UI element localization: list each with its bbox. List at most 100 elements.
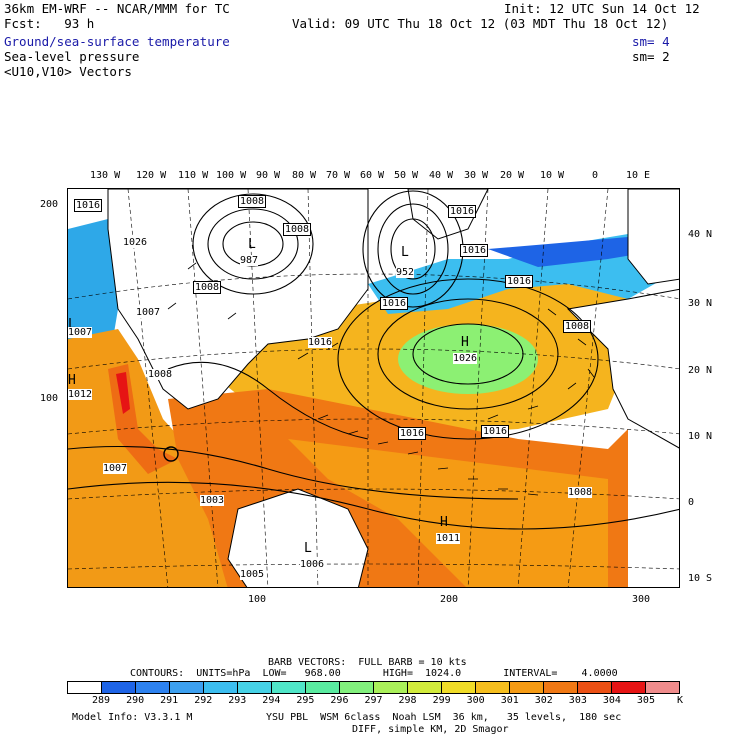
contour-label: 1016: [460, 244, 489, 257]
colorbar-label: 294: [262, 695, 281, 706]
colorbar-swatch: [238, 682, 272, 693]
colorbar-label: 304: [602, 695, 621, 706]
colorbar-swatch: [578, 682, 612, 693]
colorbar-swatch: [544, 682, 578, 693]
low-pressure-center: L: [401, 245, 409, 260]
colorbar-swatch: [306, 682, 340, 693]
storm-marker: [163, 446, 179, 462]
north-america-land: [107, 189, 369, 410]
x-tick-label: 200: [440, 594, 459, 605]
colorbar-swatch: [68, 682, 102, 693]
center-value: 952: [396, 267, 415, 278]
y-tick-label: 100: [40, 393, 59, 404]
north-atlantic-cold-water: [488, 234, 668, 267]
contour-label: 1016: [448, 205, 477, 218]
colorbar: [67, 681, 680, 694]
graticule: [68, 189, 679, 587]
colorbar-swatch: [612, 682, 646, 693]
diffusion-info: DIFF, simple KM, 2D Smagor: [352, 724, 509, 735]
valid-time: Valid: 09 UTC Thu 18 Oct 12 (03 MDT Thu …: [292, 16, 669, 31]
colorbar-swatch: [374, 682, 408, 693]
lat-label: 0: [688, 497, 695, 508]
high-pressure-center: H: [440, 515, 448, 530]
colorbar-label: 302: [534, 695, 553, 706]
high-pressure-center: H: [461, 335, 469, 350]
colorbar-swatch: [204, 682, 238, 693]
lon-label: 70 W: [326, 170, 351, 181]
barb-legend: BARB VECTORS: FULL BARB = 10 kts: [268, 657, 467, 668]
colorbar-label: 297: [364, 695, 383, 706]
x-tick-label: 100: [248, 594, 267, 605]
contour-label: 1008: [568, 487, 593, 498]
lon-label: 30 W: [464, 170, 489, 181]
lon-label: 50 W: [394, 170, 419, 181]
lon-label: 0: [592, 170, 599, 181]
colorbar-swatch: [476, 682, 510, 693]
model-title: 36km EM-WRF -- NCAR/MMM for TC: [4, 1, 230, 16]
lon-label: 90 W: [256, 170, 281, 181]
colorbar-label: 296: [330, 695, 349, 706]
colorbar-swatch: [136, 682, 170, 693]
lon-label: 10 E: [626, 170, 651, 181]
y-tick-label: 200: [40, 199, 59, 210]
x-tick-label: 300: [632, 594, 651, 605]
colorbar-label: 289: [92, 695, 111, 706]
lon-label: 80 W: [292, 170, 317, 181]
colorbar-label: 299: [432, 695, 451, 706]
low-pressure-center: L: [68, 317, 76, 332]
lon-label: 60 W: [360, 170, 385, 181]
lon-label: 10 W: [540, 170, 565, 181]
contour-label: 1007: [103, 463, 128, 474]
africa-land: [566, 288, 679, 449]
contour-label: 1003: [200, 495, 225, 506]
contour-label: 1016: [380, 297, 409, 310]
colorbar-swatch: [510, 682, 544, 693]
contour-label: 1008: [238, 195, 267, 208]
forecast-hour: Fcst: 93 h: [4, 16, 95, 31]
colorbar-label: 290: [126, 695, 145, 706]
lon-label: 100 W: [216, 170, 247, 181]
contour-label: 1008: [283, 223, 312, 236]
colorbar-label: 301: [500, 695, 519, 706]
center-value: 987: [240, 255, 259, 266]
colorbar-label: 295: [296, 695, 315, 706]
lat-label: 40 N: [688, 229, 713, 240]
low-pressure-center: L: [248, 237, 256, 252]
colorbar-label: 300: [466, 695, 485, 706]
center-value: 1007: [68, 327, 93, 338]
lon-label: 120 W: [136, 170, 167, 181]
weather-map: 1016 1008 1008 1008 1016 1016 1016 1016 …: [67, 188, 680, 588]
lon-label: 20 W: [500, 170, 525, 181]
colorbar-swatch: [442, 682, 476, 693]
contour-label: 1008: [563, 320, 592, 333]
south-america-land: [227, 488, 369, 587]
lat-label: 10 N: [688, 431, 713, 442]
colorbar-label: 292: [194, 695, 213, 706]
lon-label: 40 W: [429, 170, 454, 181]
colorbar-label: 298: [398, 695, 417, 706]
lat-label: 10 S: [688, 573, 713, 584]
center-value: 1012: [68, 389, 93, 400]
colorbar-swatch: [102, 682, 136, 693]
field-2-name: Sea-level pressure: [4, 49, 140, 64]
colorbar-swatch: [170, 682, 204, 693]
contour-label: 1007: [136, 307, 161, 318]
contour-label: 1016: [74, 199, 103, 212]
contour-label: 1016: [481, 425, 510, 438]
model-info: Model Info: V3.3.1 M: [72, 712, 193, 723]
contour-label: 1016: [505, 275, 534, 288]
colorbar-swatch: [408, 682, 442, 693]
contour-label: 1016: [308, 337, 333, 348]
center-value: 1005: [240, 569, 265, 580]
contour-legend: CONTOURS: UNITS=hPa LOW= 968.00 HIGH= 10…: [130, 668, 618, 679]
field-2-smoothing: sm= 2: [632, 49, 670, 64]
field-1-smoothing: sm= 4: [632, 34, 670, 49]
lat-label: 20 N: [688, 365, 713, 376]
colorbar-swatch: [272, 682, 306, 693]
low-pressure-center: L: [304, 541, 312, 556]
field-3-name: <U10,V10> Vectors: [4, 64, 132, 79]
contour-label: 1008: [148, 369, 173, 380]
pacific-hot-spot: [116, 372, 130, 414]
center-value: 1011: [436, 533, 461, 544]
colorbar-label: 303: [568, 695, 587, 706]
